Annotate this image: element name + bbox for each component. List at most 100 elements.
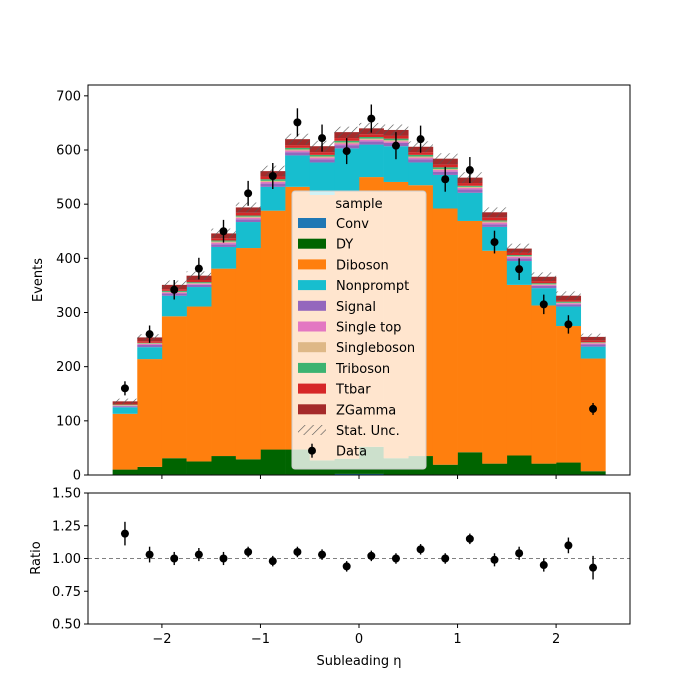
bar-dy-14 (457, 452, 483, 475)
bar-ttbar-10 (359, 134, 384, 137)
main-y-tick-label: 600 (56, 144, 81, 159)
ratio-x-tick-label: 0 (355, 632, 363, 647)
bar-diboson-2 (161, 316, 187, 459)
ratio-x-ticks: −2 −1 0 1 2 (152, 624, 560, 647)
x-axis-label: Subleading η (316, 654, 401, 669)
bar-singleboson-10 (359, 138, 384, 140)
bar-nonprompt-7 (285, 155, 311, 187)
bar-singleboson-12 (408, 156, 434, 158)
stat-unc-band-17 (531, 272, 557, 282)
bar-single-top-17 (531, 284, 557, 286)
bar-signal-15 (482, 224, 508, 227)
bar-dy-2 (161, 458, 187, 475)
bar-single-top-10 (359, 139, 384, 142)
bar-diboson-16 (506, 284, 532, 456)
bar-signal-14 (457, 189, 483, 193)
stat-unc-band-13 (432, 153, 458, 165)
ratio-point-7 (293, 547, 302, 556)
bar-singleboson-14 (457, 186, 483, 188)
bar-signal-5 (235, 219, 261, 223)
bar-nonprompt-12 (408, 162, 434, 186)
legend-swatch-dy (298, 238, 326, 249)
bar-singleboson-0 (112, 405, 138, 406)
ratio-point-3 (194, 550, 203, 559)
main-y-tick-label: 300 (56, 306, 81, 321)
ratio-y-ticks: 0.50 0.75 1.00 1.25 1.50 (52, 487, 88, 633)
bar-conv-9 (334, 473, 360, 475)
bar-triboson-12 (408, 154, 434, 157)
main-y-tick-label: 0 (73, 469, 81, 484)
stat-unc-band-15 (482, 207, 507, 218)
legend-swatch-single-top (298, 321, 326, 332)
bar-ttbar-0 (112, 403, 138, 405)
ratio-point-8 (318, 550, 327, 559)
bar-triboson-18 (556, 301, 582, 303)
bar-nonprompt-1 (137, 347, 163, 360)
bar-singleboson-19 (580, 342, 606, 344)
legend-swatch-zgamma (298, 404, 326, 415)
legend-label: Triboson (335, 362, 390, 377)
bar-diboson-13 (432, 208, 458, 465)
data-point-3 (194, 264, 203, 273)
bar-triboson-19 (580, 342, 606, 343)
bar-single-top-0 (112, 405, 138, 407)
bar-diboson-1 (137, 359, 163, 467)
legend-swatch-triboson (298, 362, 326, 373)
ratio-point-17 (539, 561, 548, 570)
bar-triboson-17 (531, 283, 557, 285)
bar-nonprompt-14 (457, 192, 483, 221)
bar-dy-17 (531, 463, 557, 475)
legend-label: Stat. Unc. (336, 424, 400, 439)
bar-single-top-4 (211, 242, 237, 245)
bar-nonprompt-19 (580, 346, 606, 359)
bar-diboson-0 (112, 413, 138, 470)
main-y-tick-label: 400 (56, 252, 81, 267)
legend-label: Ttbar (335, 383, 371, 398)
stat-unc-band-16 (506, 243, 532, 254)
bar-singleboson-1 (137, 343, 163, 344)
ratio-point-5 (244, 547, 253, 556)
ratio-point-2 (170, 554, 179, 563)
bar-diboson-5 (235, 248, 261, 460)
bar-dy-19 (580, 471, 606, 475)
bar-ttbar-12 (408, 152, 434, 155)
data-point-9 (342, 147, 351, 156)
bar-triboson-1 (137, 342, 163, 344)
bar-diboson-14 (457, 220, 483, 453)
stat-unc-band-18 (556, 291, 581, 301)
bar-dy-0 (112, 469, 138, 475)
bar-dy-4 (211, 456, 237, 475)
bar-signal-10 (359, 141, 384, 145)
bar-ttbar-14 (457, 183, 483, 186)
bar-signal-17 (531, 285, 557, 289)
legend-label: Singleboson (336, 341, 415, 356)
main-y-tick-label: 700 (56, 89, 81, 104)
bar-diboson-4 (211, 268, 237, 457)
ratio-x-tick-label: −2 (152, 632, 171, 647)
data-point-18 (564, 320, 573, 329)
ratio-point-15 (490, 555, 499, 564)
stat-unc-band-19 (580, 333, 606, 341)
ratio-point-4 (219, 554, 228, 563)
bar-diboson-3 (186, 306, 212, 462)
main-x-ticks (161, 475, 557, 479)
bar-singleboson-18 (556, 302, 582, 304)
bar-ttbar-19 (580, 340, 606, 343)
bar-nonprompt-2 (161, 295, 187, 317)
legend-label: Signal (336, 300, 376, 315)
bar-single-top-8 (309, 157, 335, 160)
bar-signal-1 (137, 345, 163, 348)
main-y-axis-label: Events (31, 258, 46, 302)
ratio-y-tick-label: 1.25 (52, 519, 81, 534)
main-y-tick-label: 500 (56, 198, 81, 213)
data-point-10 (367, 114, 376, 123)
legend: sample Conv DY Diboson Nonprompt Signal Single… (291, 190, 427, 470)
bar-dy-15 (482, 463, 508, 475)
data-point-5 (244, 189, 253, 198)
bar-single-top-1 (137, 343, 163, 345)
bar-triboson-16 (506, 255, 532, 257)
ratio-x-tick-label: 1 (453, 632, 461, 647)
ratio-point-1 (145, 550, 154, 559)
ratio-point-6 (268, 557, 277, 566)
